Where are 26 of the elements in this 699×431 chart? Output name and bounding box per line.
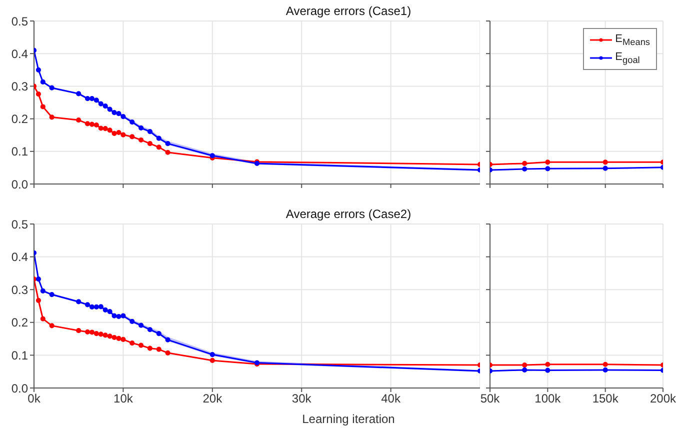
chart-title: Average errors (Case2): [284, 207, 412, 221]
y-tick-label: 0.2: [11, 112, 28, 126]
x-tick-label: 200k: [650, 392, 678, 406]
y-tick-label: 0.4: [11, 46, 28, 61]
x-tick-label: 0k: [28, 392, 42, 406]
y-tick-label: 0.2: [11, 316, 28, 330]
chart-title: Average errors (Case1): [284, 4, 412, 18]
x-tick-label: 50k: [480, 392, 501, 406]
y-tick-label: 0.3: [11, 79, 28, 94]
y-tick-label: 0.4: [11, 250, 28, 264]
y-tick-label: 0.0: [11, 381, 28, 396]
y-tick-label: 0.5: [11, 14, 28, 28]
y-tick-label: 0.1: [11, 144, 28, 159]
x-tick-label: 20k: [202, 392, 224, 406]
x-tick-label: 100k: [534, 392, 562, 406]
y-tick-label: 0.1: [11, 348, 28, 362]
x-tick-label: 40k: [381, 392, 402, 406]
x-axis-title: Learning iteration: [301, 412, 396, 426]
x-tick-label: 150k: [592, 392, 620, 406]
legend-label: E$_{Means}$: [615, 32, 650, 48]
x-tick-label: 30k: [292, 392, 312, 406]
x-tick-label: 10k: [114, 392, 134, 406]
y-tick-label: 0.3: [11, 282, 28, 297]
y-tick-label: 0.0: [11, 177, 28, 192]
legend-label: E$_{goal}$: [615, 50, 640, 66]
y-tick-label: 0.5: [11, 217, 28, 232]
